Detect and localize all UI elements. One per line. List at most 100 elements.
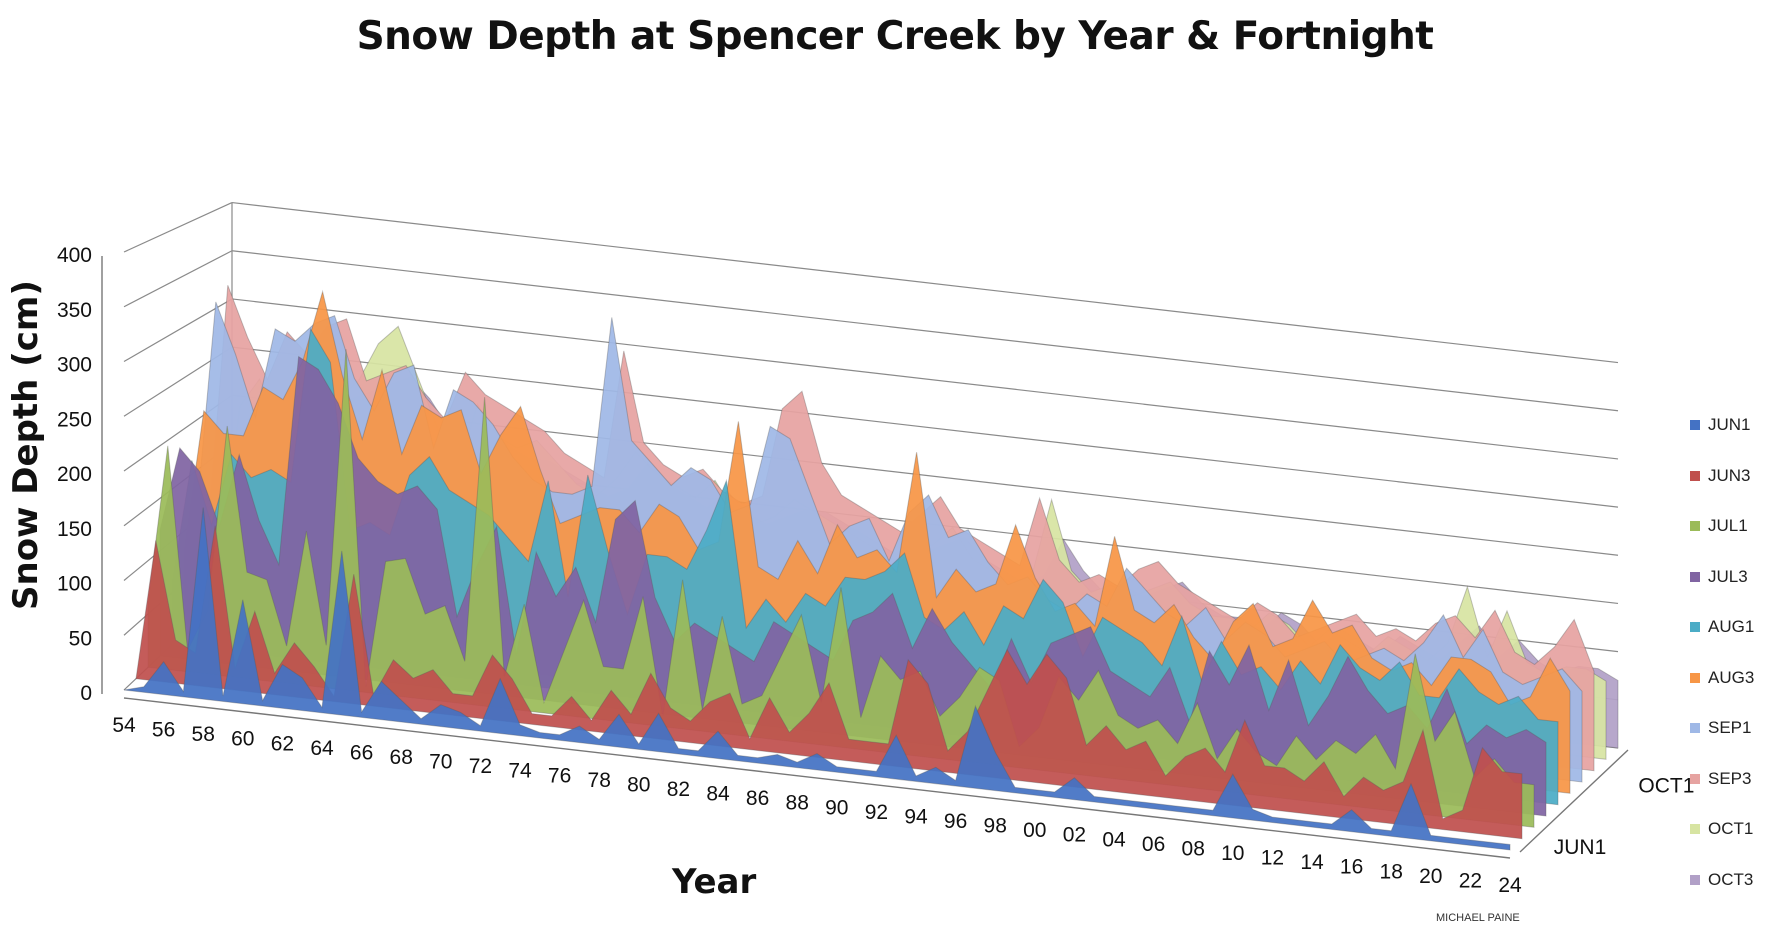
- gridline: [231, 250, 1619, 412]
- y-axis-label: Snow Depth (cm): [6, 280, 46, 610]
- x-tick-label: 82: [667, 778, 690, 801]
- depth-tick-label: JUN1: [1554, 836, 1607, 859]
- x-tick-label: 12: [1261, 847, 1284, 870]
- legend-item-oct3: OCT3: [1690, 855, 1790, 906]
- x-tick-label: 24: [1498, 874, 1522, 897]
- legend-item-aug1: AUG1: [1690, 602, 1790, 653]
- x-tick-label: 20: [1419, 865, 1442, 888]
- axes: [101, 256, 1629, 859]
- x-tick-label: 14: [1300, 851, 1324, 874]
- y-tick-label: 50: [69, 627, 92, 650]
- legend-swatch: [1690, 824, 1700, 835]
- x-tick-label: 22: [1459, 869, 1482, 892]
- gridline-side: [123, 202, 233, 253]
- legend-swatch: [1690, 874, 1700, 885]
- x-tick-label: 08: [1182, 837, 1205, 860]
- gridline-side: [123, 250, 233, 308]
- x-tick-labels: 54 56 58 60 62 64 66 68 70 72 74 76 78 80 82 84 86 88 90 92…: [112, 714, 1522, 897]
- gridline: [231, 346, 1619, 508]
- legend-item-aug3: AUG3: [1690, 653, 1790, 704]
- x-tick-label: 64: [310, 737, 334, 760]
- legend-item-sep3: SEP3: [1690, 754, 1790, 805]
- x-tick-label: 80: [627, 773, 650, 796]
- x-tick-label: 54: [112, 714, 136, 737]
- x-tick-label: 70: [429, 751, 452, 774]
- x-axis-line: [123, 697, 1511, 859]
- y-tick-labels: 0 50 100 150 200 250 300 350 400: [57, 244, 92, 705]
- legend-swatch: [1690, 420, 1700, 431]
- y-tick-label: 150: [57, 518, 92, 541]
- x-tick-label: 58: [192, 723, 215, 746]
- x-tick-label: 06: [1142, 833, 1165, 856]
- legend-label: AUG3: [1708, 667, 1755, 687]
- legend-label: SEP1: [1708, 718, 1752, 738]
- legend-item-jul1: JUL1: [1690, 501, 1790, 552]
- x-tick-label: 88: [786, 792, 809, 815]
- x-tick-label: 96: [944, 810, 967, 833]
- legend-swatch: [1690, 571, 1700, 582]
- x-tick-label: 72: [469, 755, 492, 778]
- legend-swatch: [1690, 773, 1700, 784]
- x-tick-label: 02: [1063, 824, 1086, 847]
- x-tick-label: 00: [1023, 819, 1046, 842]
- x-tick-label: 84: [706, 783, 730, 806]
- area-jun1: [123, 507, 1511, 851]
- area-series: [123, 285, 1619, 851]
- x-tick-label: 10: [1221, 842, 1244, 865]
- y-tick-label: 300: [57, 354, 92, 377]
- x-tick-label: 60: [231, 728, 254, 751]
- x-tick-label: 62: [271, 732, 294, 755]
- legend-label: JUN1: [1708, 415, 1751, 435]
- legend-label: OCT3: [1708, 869, 1754, 889]
- y-tick-label: 250: [57, 408, 92, 431]
- legend-item-jun3: JUN3: [1690, 451, 1790, 502]
- gridline-side: [123, 298, 233, 363]
- x-tick-label: 68: [390, 746, 413, 769]
- area-jul1: [147, 349, 1535, 828]
- x-axis-label: Year: [672, 862, 757, 902]
- x-tick-label: 98: [984, 815, 1007, 838]
- gridline: [231, 201, 1619, 364]
- x-tick-label: 94: [904, 805, 928, 828]
- legend-item-sep1: SEP1: [1690, 703, 1790, 754]
- depth-tick-labels: JUN1 OCT1: [1554, 774, 1695, 859]
- legend-swatch: [1690, 622, 1700, 633]
- legend-item-jun1: JUN1: [1690, 400, 1790, 451]
- depth-axis-line: [1519, 749, 1629, 853]
- legend-label: JUN3: [1708, 465, 1751, 485]
- legend: JUN1 JUN3 JUL1 JUL3 AUG1 AUG3 SEP1 SEP3 OCT1 OCT3: [1690, 400, 1790, 905]
- y-tick-label: 200: [57, 463, 92, 486]
- x-tick-label: 92: [865, 801, 888, 824]
- x-tick-label: 78: [588, 769, 611, 792]
- x-tick-label: 66: [350, 741, 373, 764]
- chart-title: Snow Depth at Spencer Creek by Year & Fo…: [356, 14, 1434, 59]
- x-tick-label: 90: [825, 796, 848, 819]
- x-tick-label: 76: [548, 764, 571, 787]
- y-tick-label: 0: [80, 682, 92, 705]
- credit-text: MICHAEL PAINE: [1436, 912, 1520, 924]
- legend-swatch: [1690, 470, 1700, 481]
- legend-swatch: [1690, 672, 1700, 683]
- gridline: [231, 298, 1619, 460]
- x-tick-label: 04: [1102, 828, 1126, 851]
- depth-tick-label: OCT1: [1638, 774, 1694, 797]
- legend-label: JUL3: [1708, 566, 1748, 586]
- legend-label: AUG1: [1708, 617, 1755, 637]
- legend-swatch: [1690, 723, 1700, 734]
- area-jul3: [159, 355, 1547, 817]
- x-tick-label: 16: [1340, 856, 1363, 879]
- x-tick-label: 56: [152, 719, 175, 742]
- legend-swatch: [1690, 521, 1700, 532]
- y-tick-label: 350: [57, 299, 92, 322]
- legend-item-jul3: JUL3: [1690, 552, 1790, 603]
- x-tick-label: 18: [1380, 860, 1403, 883]
- legend-label: OCT1: [1708, 819, 1754, 839]
- legend-label: JUL1: [1708, 516, 1748, 536]
- x-tick-label: 86: [746, 787, 769, 810]
- x-tick-label: 74: [508, 760, 532, 783]
- y-tick-label: 400: [57, 244, 92, 267]
- legend-label: SEP3: [1708, 768, 1752, 788]
- y-tick-label: 100: [57, 573, 92, 596]
- legend-item-oct1: OCT1: [1690, 804, 1790, 855]
